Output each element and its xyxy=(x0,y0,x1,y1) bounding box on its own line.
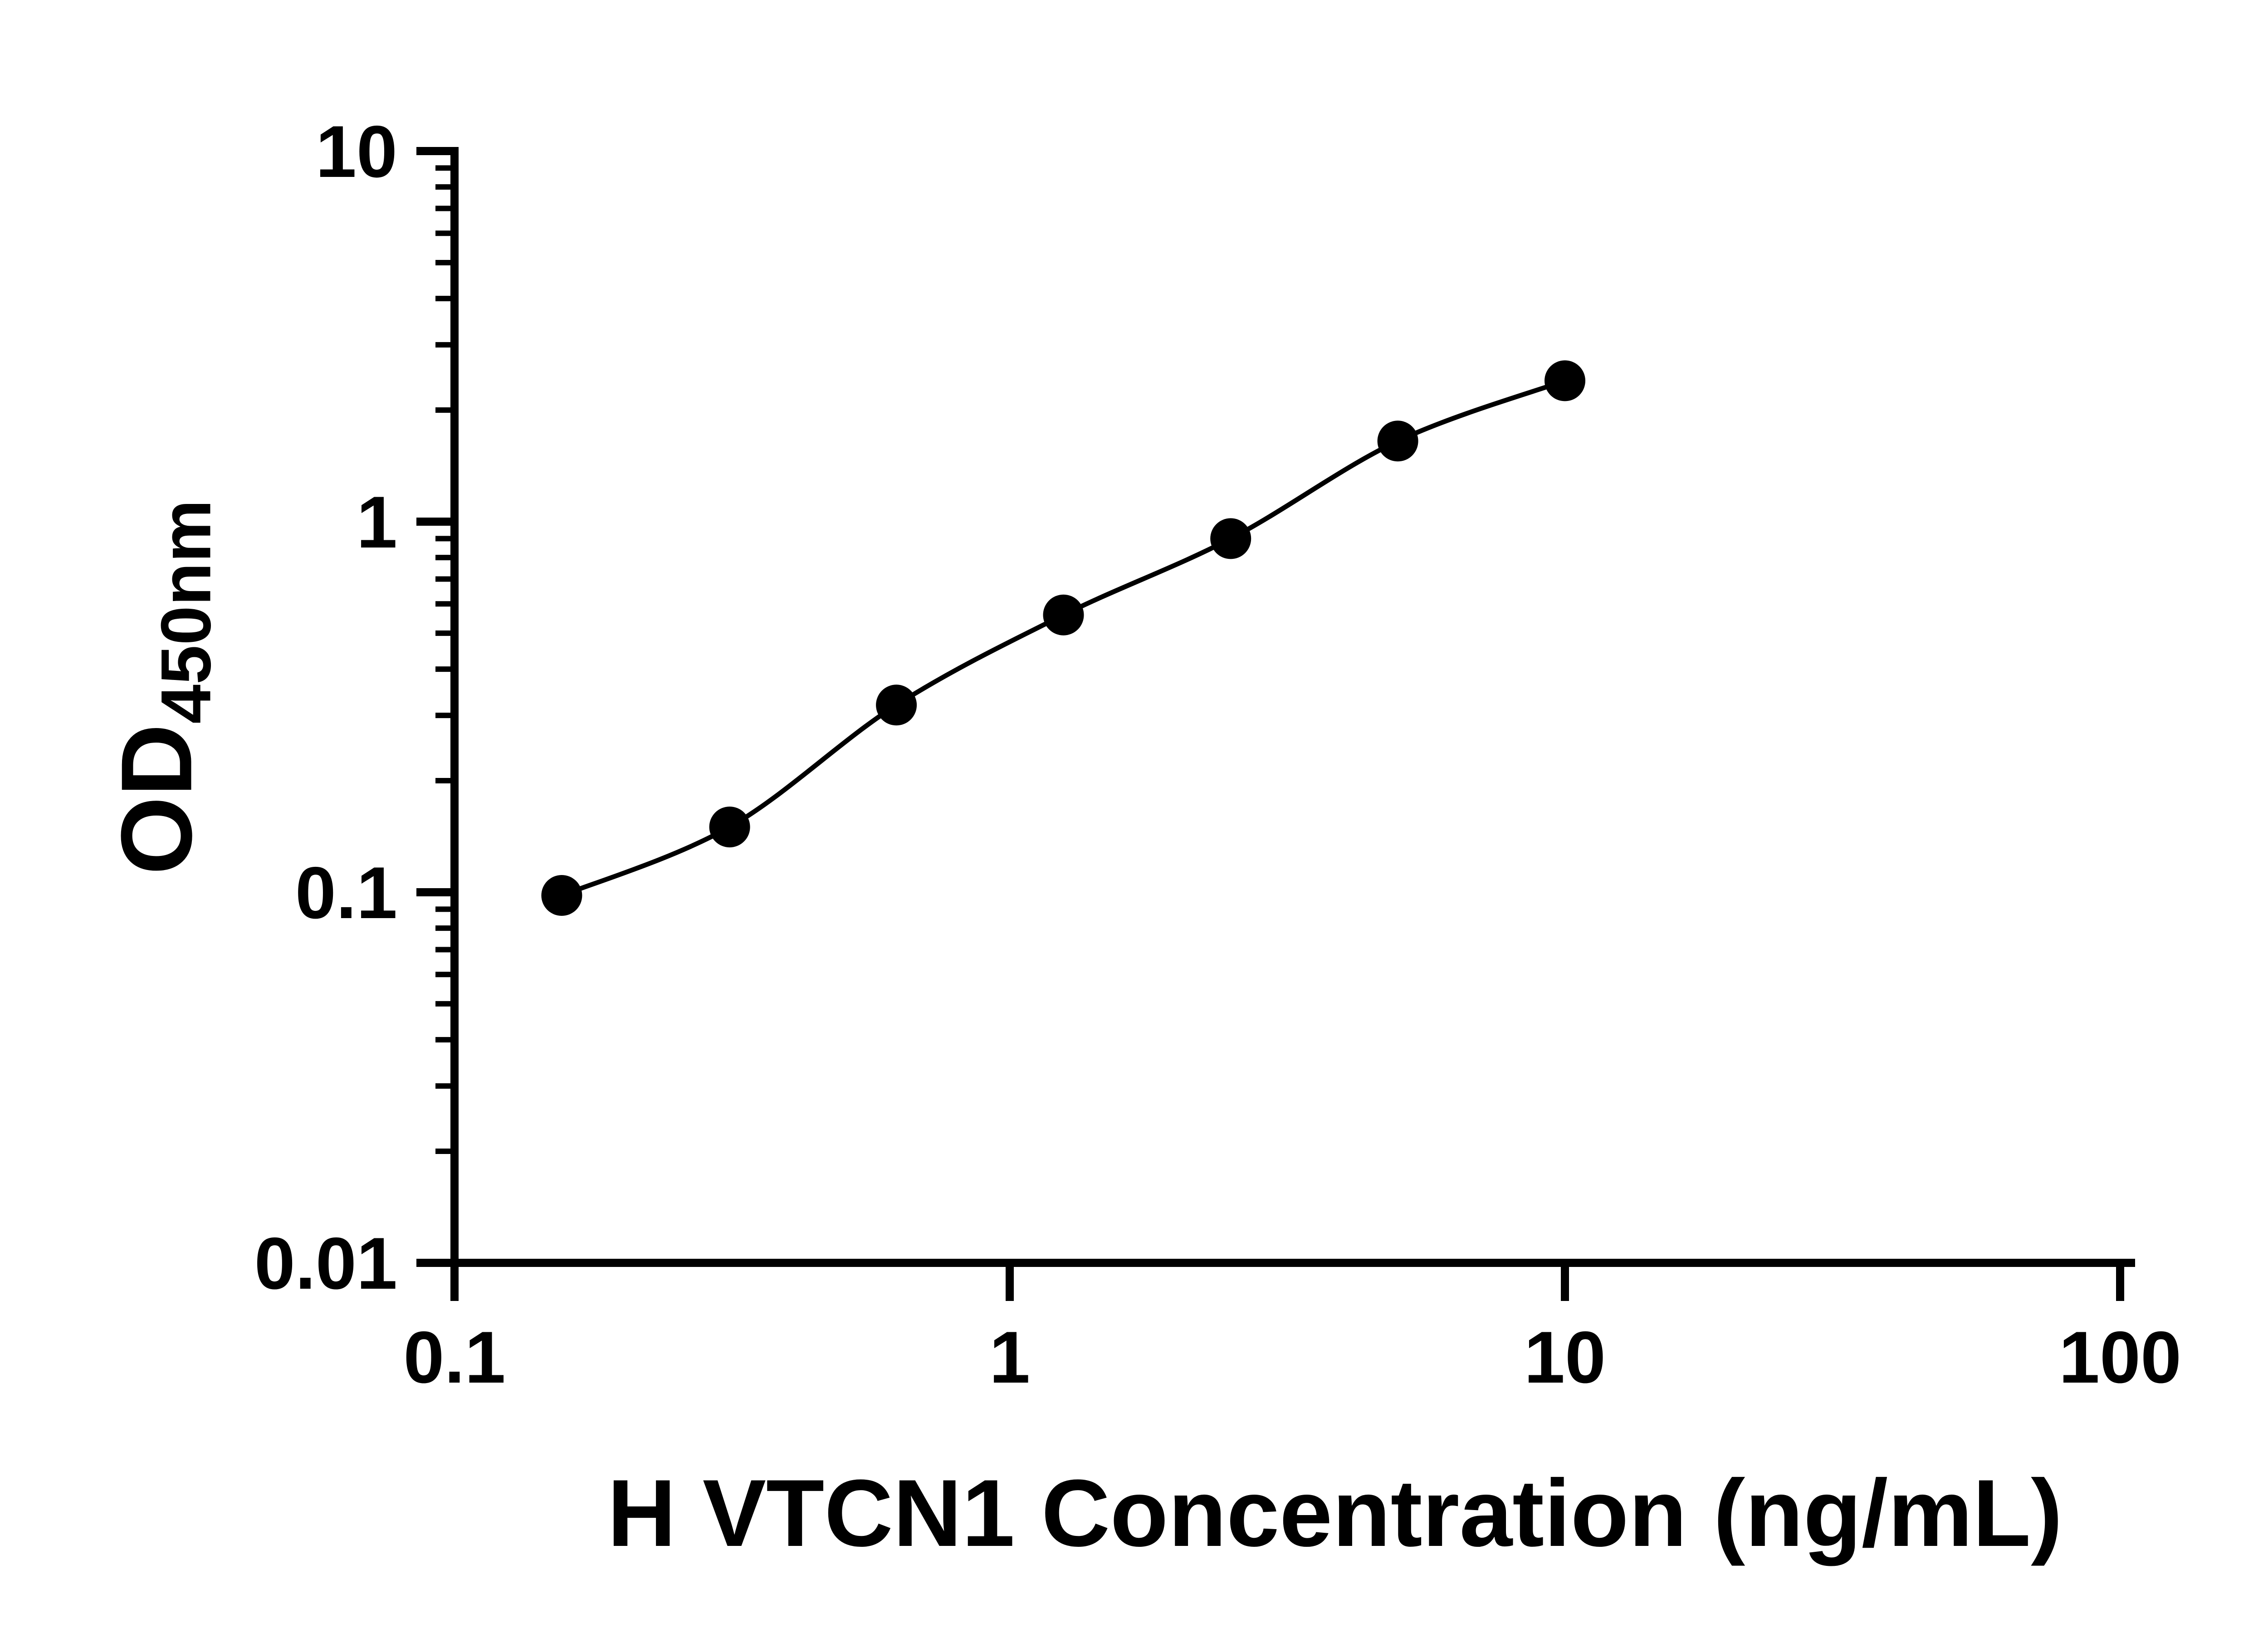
x-tick-label: 1 xyxy=(989,1316,1030,1398)
axes xyxy=(450,147,2135,1267)
x-axis-title: H VTCN1 Concentration (ng/mL) xyxy=(607,1460,2063,1566)
data-point xyxy=(876,684,917,726)
x-tick-label: 0.1 xyxy=(403,1316,505,1398)
y-axis-title: OD450nm xyxy=(99,499,228,875)
data-point xyxy=(709,807,750,848)
data-point xyxy=(1210,518,1251,559)
y-tick-label: 1 xyxy=(357,481,397,563)
y-axis-title-main: OD xyxy=(100,724,213,875)
data-point xyxy=(1043,594,1084,636)
data-point xyxy=(541,875,582,916)
data-point xyxy=(1377,420,1418,462)
y-tick-label: 0.1 xyxy=(295,852,397,934)
x-tick-label: 100 xyxy=(2059,1316,2181,1398)
x-tick-label: 10 xyxy=(1524,1316,1606,1398)
y-tick-label: 0.01 xyxy=(254,1222,397,1305)
y-axis-title-subscript: 450nm xyxy=(147,499,227,724)
data-point xyxy=(1545,360,1585,401)
y-tick-label: 10 xyxy=(316,111,397,193)
